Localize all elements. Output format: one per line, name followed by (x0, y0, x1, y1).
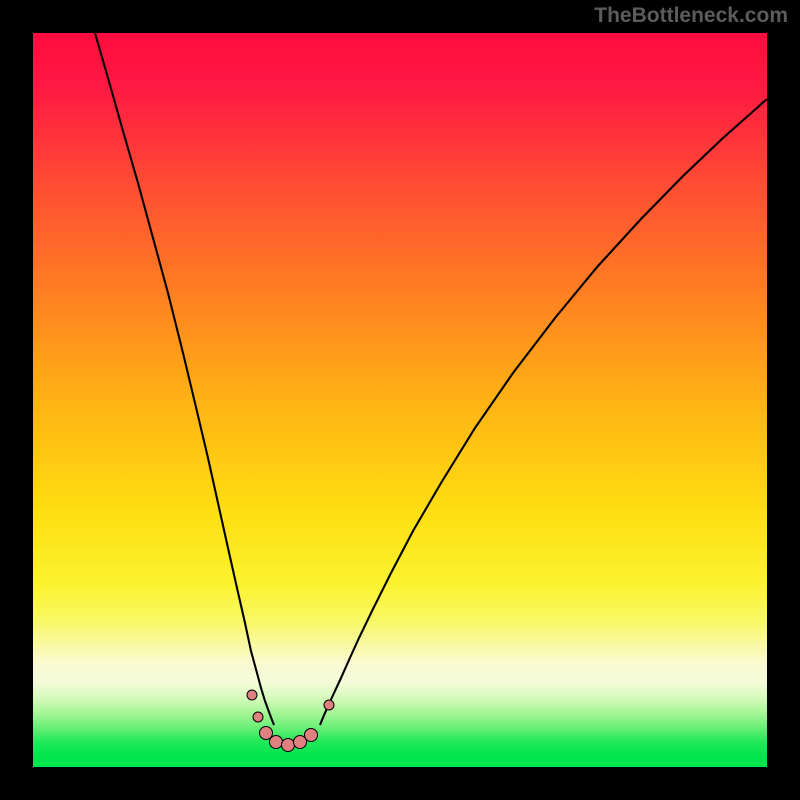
marker-dot (282, 739, 295, 752)
watermark-text: TheBottleneck.com (594, 4, 788, 28)
chart-plot-area (33, 33, 767, 767)
marker-dot (305, 729, 318, 742)
marker-dot (260, 727, 273, 740)
marker-dot (253, 712, 263, 722)
left-curve (95, 33, 274, 725)
marker-dot (270, 736, 283, 749)
marker-dot (247, 690, 257, 700)
marker-dot (324, 700, 334, 710)
right-curve (320, 99, 767, 725)
chart-curves-layer (33, 33, 767, 767)
